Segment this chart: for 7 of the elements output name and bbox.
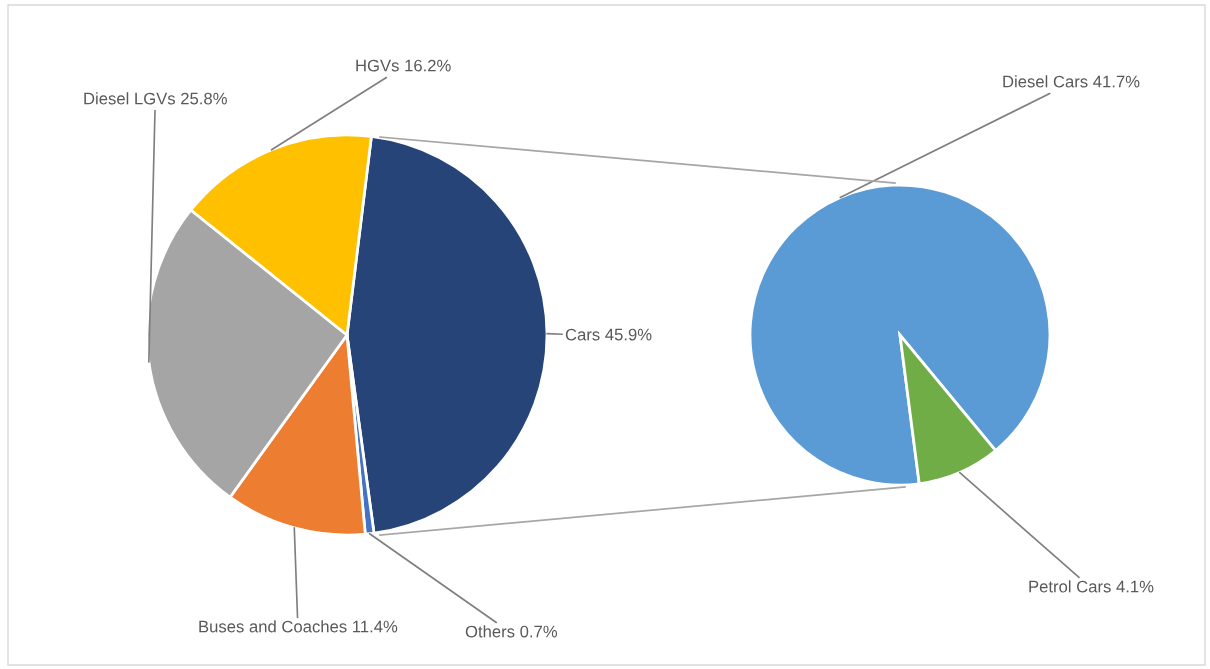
slice-label: HGVs 16.2% (356, 59, 451, 72)
slice-label: Petrol Cars 4.1% (1029, 580, 1154, 593)
slice-label: Buses and Coaches 11.4% (199, 620, 398, 633)
slice-label: Others 0.7% (465, 625, 558, 638)
slice-label: Diesel Cars 41.7% (1003, 75, 1140, 88)
slice-label: Cars 45.9% (565, 328, 652, 341)
slice-label: Diesel LGVs 25.8% (84, 92, 227, 105)
